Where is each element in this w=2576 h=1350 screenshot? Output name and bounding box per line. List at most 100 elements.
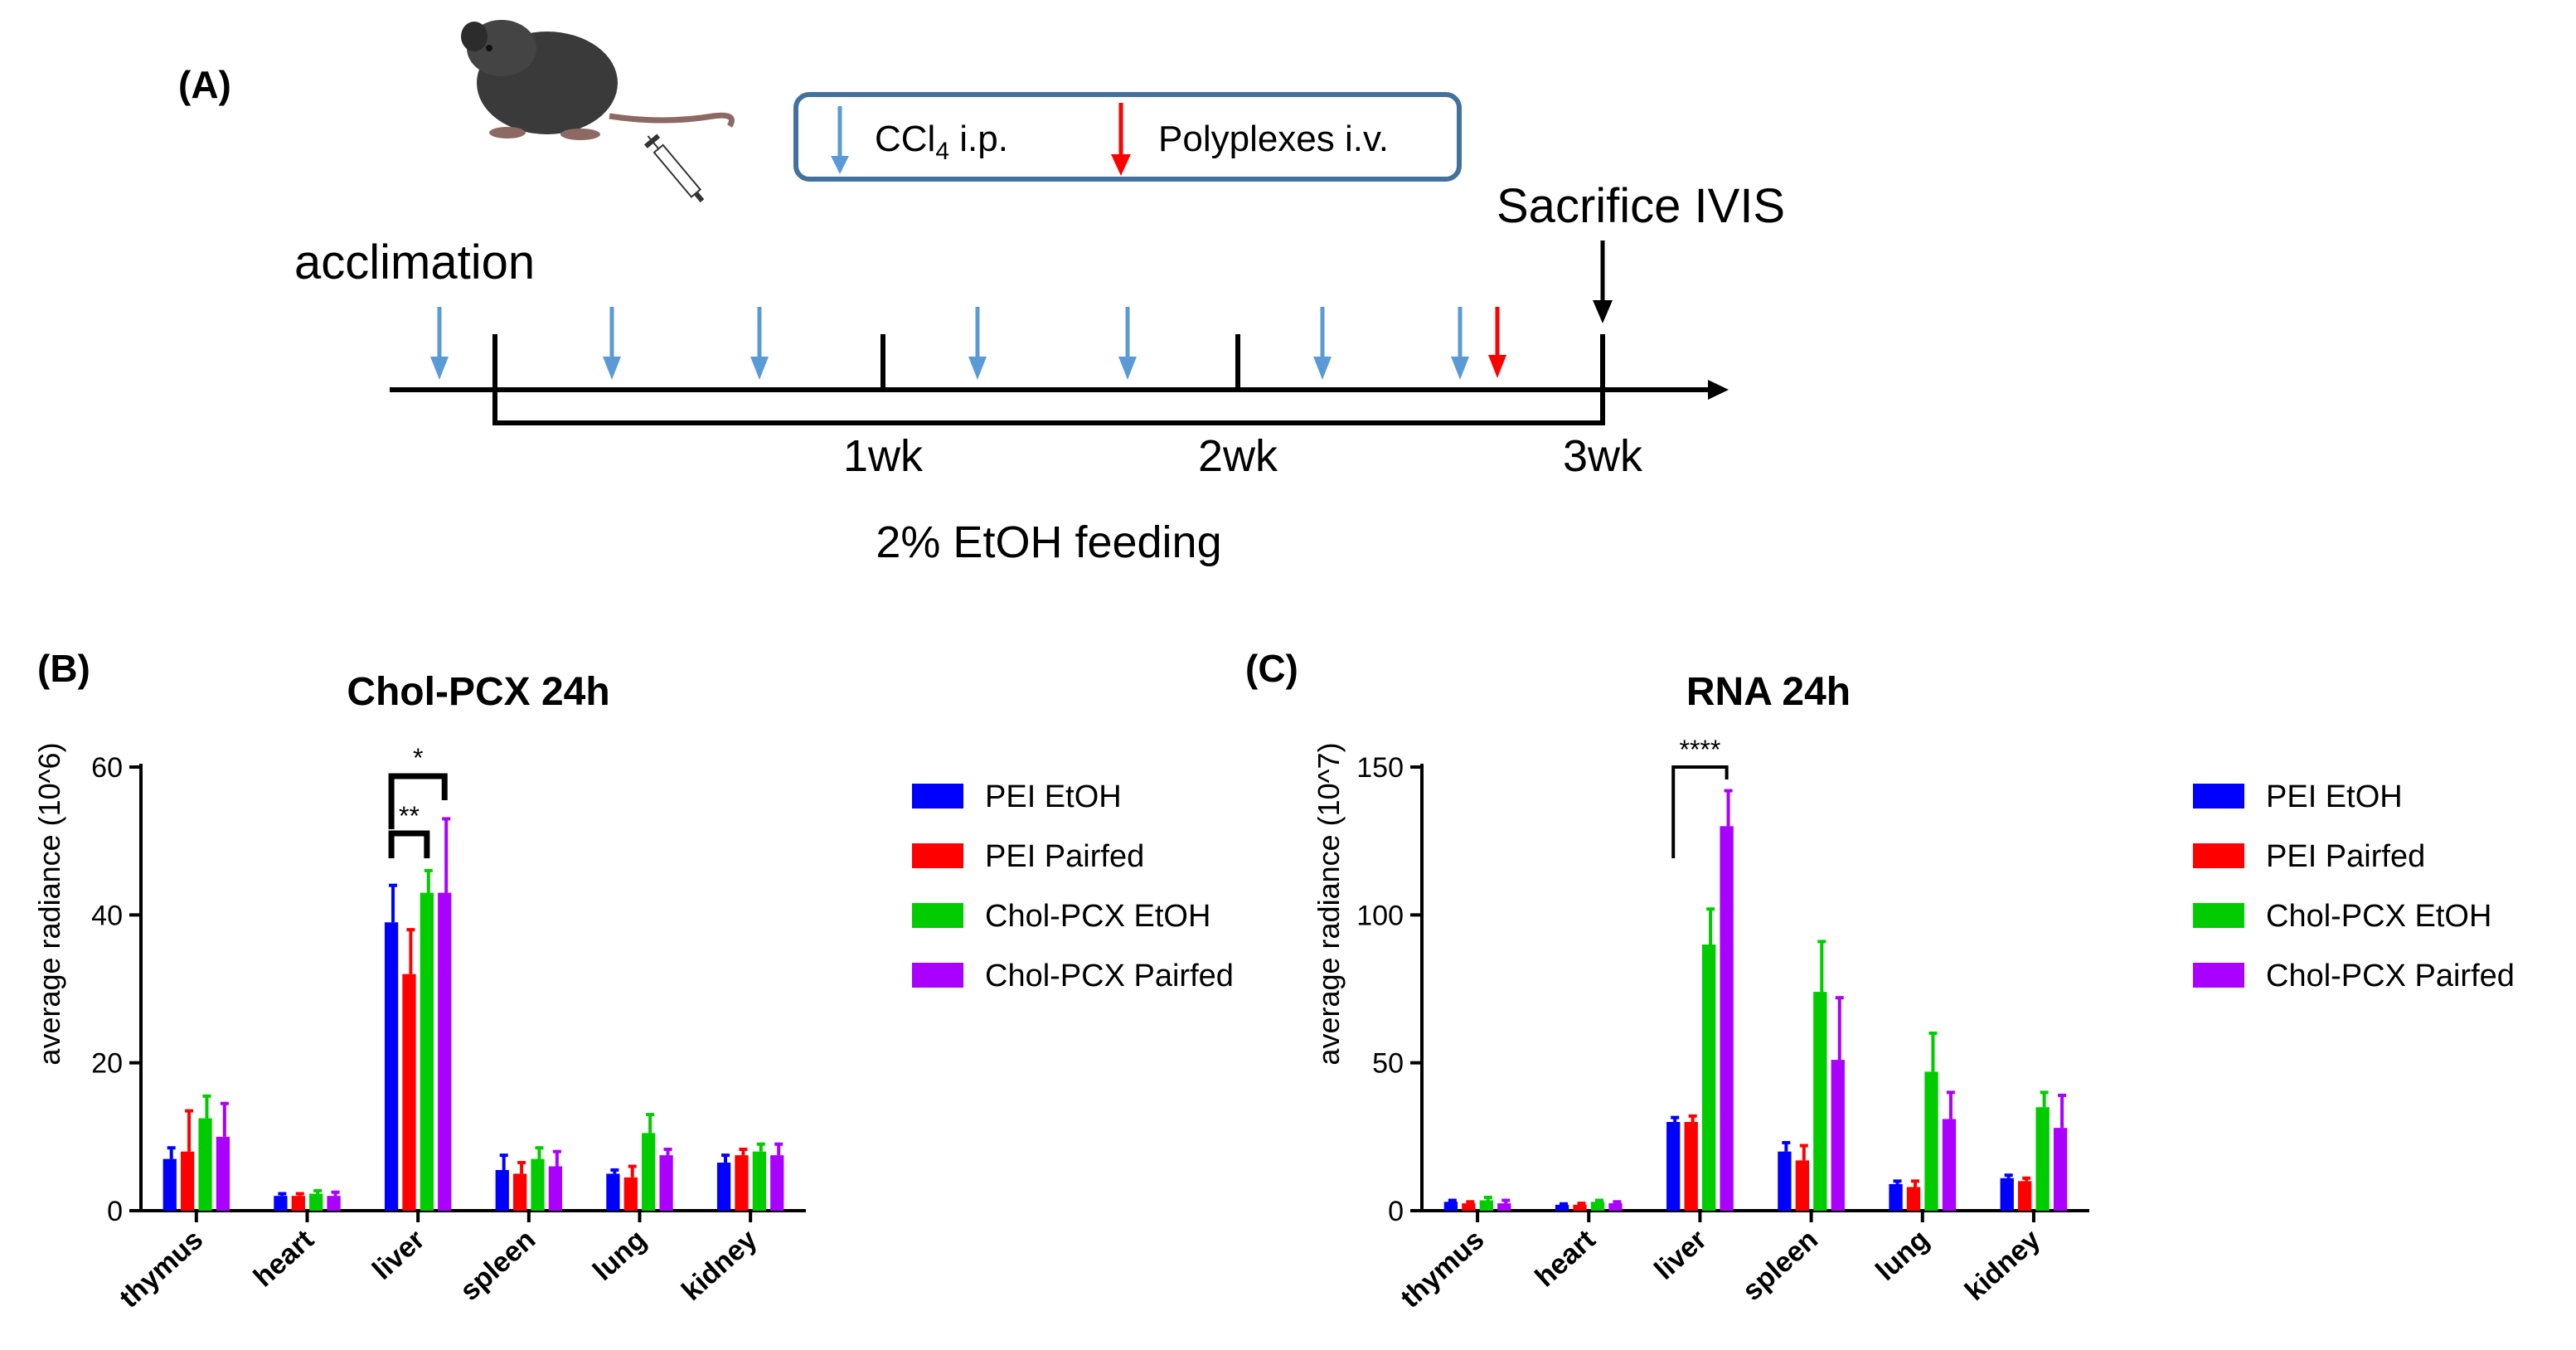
legend-label-1: PEI EtOH	[985, 779, 1122, 814]
tick-label-2wk: 2wk	[1198, 431, 1278, 481]
legend-swatch-1	[2193, 784, 2244, 809]
timeline-arrowhead-icon	[1708, 380, 1729, 400]
ccl4-injection-arrowhead	[750, 357, 769, 380]
y-tick-label: 60	[91, 752, 123, 784]
x-tick-label-liver: liver	[366, 1224, 430, 1286]
panel-b-label: (B)	[37, 647, 90, 690]
bar-lung-3	[1924, 1071, 1938, 1211]
x-tick-label-thymus: thymus	[1395, 1224, 1490, 1314]
bar-thymus-2	[1462, 1203, 1476, 1211]
bar-kidney-3	[752, 1151, 766, 1211]
significance-label: *	[413, 743, 423, 773]
legend-label-3: Chol-PCX EtOH	[985, 899, 1210, 934]
bar-heart-3	[309, 1193, 323, 1211]
bar-lung-2	[1906, 1187, 1921, 1211]
bar-kidney-1	[716, 1163, 731, 1211]
legend-swatch-4	[2193, 963, 2244, 988]
legend-swatch-3	[912, 903, 963, 928]
bar-lung-2	[623, 1177, 638, 1211]
x-tick-label-kidney: kidney	[1959, 1224, 2047, 1307]
panel-a-label: (A)	[178, 63, 231, 106]
significance-bracket	[388, 773, 448, 829]
bar-lung-1	[606, 1173, 620, 1211]
polyplex-legend-label: Polyplexes i.v.	[1158, 119, 1389, 159]
legend-swatch-3	[2193, 903, 2244, 928]
panel-c-title: RNA 24h	[1686, 670, 1851, 714]
tick-label-1wk: 1wk	[843, 431, 924, 481]
bar-kidney-2	[2018, 1181, 2032, 1211]
y-tick-label: 0	[1388, 1196, 1404, 1227]
ccl4-injection-arrowhead	[430, 357, 449, 380]
bar-spleen-1	[1778, 1151, 1792, 1211]
panel-c-legend: PEI EtOH PEI Pairfed Chol-PCX EtOH Chol-PCX…	[2193, 779, 2515, 993]
ccl4-injection-arrowhead	[968, 357, 987, 380]
y-tick-label: 150	[1356, 752, 1404, 784]
legend-swatch-4	[912, 963, 963, 988]
bar-heart-4	[1608, 1203, 1623, 1211]
legend-swatch-2	[2193, 843, 2244, 868]
legend-swatch-2	[912, 843, 963, 868]
bar-liver-3	[1701, 945, 1716, 1211]
feeding-label: 2% EtOH feeding	[876, 517, 1221, 567]
feeding-bracket	[492, 390, 1605, 425]
bar-liver-4	[438, 892, 452, 1211]
panel-b-legend: PEI EtOH PEI Pairfed Chol-PCX EtOH Chol-PCX…	[912, 779, 1234, 993]
legend-label-2: PEI Pairfed	[2266, 839, 2425, 874]
x-tick-label-liver: liver	[1648, 1224, 1712, 1286]
significance-bracket	[1671, 765, 1729, 858]
legend-label-4: Chol-PCX Pairfed	[2266, 959, 2515, 993]
bar-liver-2	[402, 974, 416, 1211]
ccl4-injection-arrowhead	[1118, 357, 1137, 380]
bar-heart-3	[1590, 1202, 1605, 1211]
y-tick-label: 20	[91, 1048, 123, 1080]
bar-thymus-4	[216, 1136, 230, 1211]
bar-kidney-1	[2000, 1178, 2014, 1211]
y-tick-label: 50	[1372, 1048, 1404, 1080]
bar-liver-1	[384, 922, 399, 1211]
bar-thymus-3	[198, 1118, 212, 1211]
bar-heart-2	[1573, 1204, 1587, 1211]
panel-c-label: (C)	[1245, 647, 1298, 690]
bar-kidney-4	[770, 1155, 784, 1211]
x-tick-label-spleen: spleen	[1736, 1224, 1823, 1307]
x-tick-label-lung: lung	[1870, 1224, 1935, 1287]
panel-b-ylabel: average radiance (10^6)	[32, 742, 66, 1065]
panel-b-title: Chol-PCX 24h	[347, 670, 609, 714]
x-tick-label-lung: lung	[587, 1224, 652, 1287]
mouse-with-syringe-icon	[461, 20, 735, 203]
bar-heart-1	[1555, 1204, 1569, 1211]
panel-c-chart: (C) RNA 24h average radiance (10^7) 0 50 1…	[1245, 647, 2515, 1314]
bar-liver-4	[1720, 826, 1734, 1211]
bar-kidney-3	[2035, 1107, 2050, 1211]
bar-thymus-3	[1479, 1200, 1493, 1211]
bar-spleen-3	[1813, 992, 1827, 1211]
bar-spleen-2	[513, 1173, 527, 1211]
bar-heart-4	[327, 1196, 341, 1211]
bar-liver-2	[1684, 1122, 1698, 1211]
bar-thymus-4	[1497, 1203, 1511, 1211]
bar-lung-3	[642, 1133, 656, 1211]
panel-b-plot-area: 0 20 40 60 thymus heart liver spleen lung kidney *…	[91, 743, 806, 1314]
sacrifice-label: Sacrifice IVIS	[1497, 179, 1785, 233]
significance-label: ****	[1680, 735, 1721, 765]
bar-kidney-2	[735, 1155, 749, 1211]
legend-label-3: Chol-PCX EtOH	[2266, 899, 2491, 934]
legend-label-4: Chol-PCX Pairfed	[985, 959, 1234, 993]
x-tick-label-spleen: spleen	[454, 1224, 541, 1307]
bar-thymus-1	[163, 1158, 177, 1211]
bar-liver-1	[1666, 1122, 1681, 1211]
bar-lung-1	[1889, 1183, 1903, 1211]
bar-thymus-1	[1443, 1202, 1458, 1211]
bar-spleen-4	[548, 1166, 563, 1211]
panel-c-plot-area: 0 50 100 150 thymus heart liver spleen lung kidne…	[1356, 735, 2089, 1314]
panel-b-chart: (B) Chol-PCX 24h average radiance (10^6)…	[32, 647, 1234, 1314]
x-tick-label-heart: heart	[248, 1224, 320, 1294]
significance-label: **	[399, 801, 420, 831]
bar-thymus-2	[181, 1151, 195, 1211]
ccl4-legend-label: CCl4 i.p.	[875, 119, 1008, 165]
bar-kidney-4	[2053, 1128, 2068, 1211]
legend-label-1: PEI EtOH	[2266, 779, 2403, 814]
bar-lung-4	[659, 1155, 673, 1211]
bar-heart-1	[274, 1196, 288, 1211]
